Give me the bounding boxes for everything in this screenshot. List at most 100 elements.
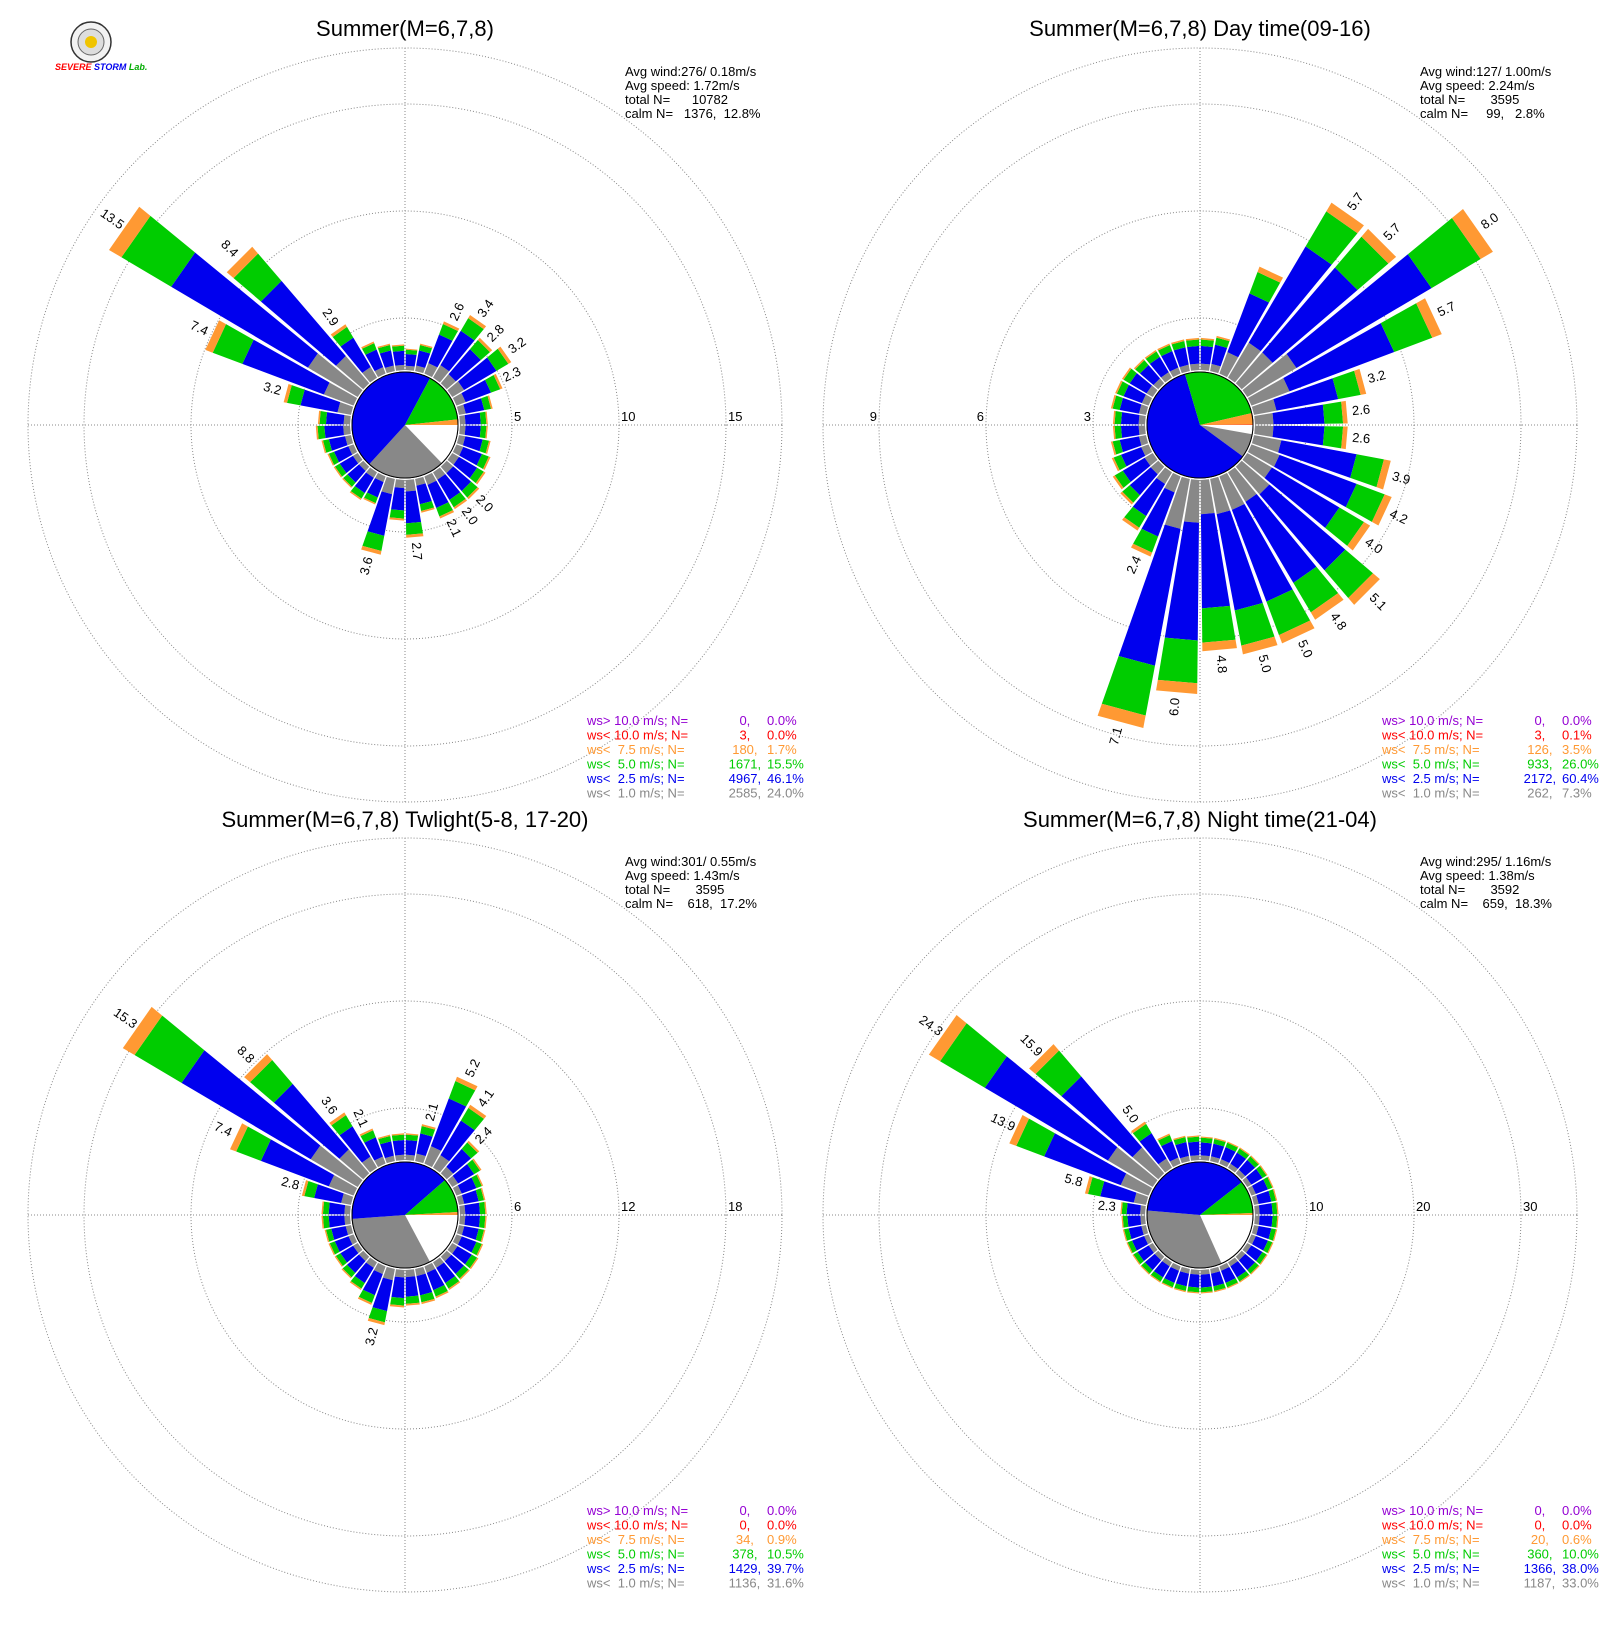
petal-segment	[459, 426, 465, 435]
legend-percent: 39.7%	[767, 1561, 804, 1576]
legend-label: ws< 2.5 m/s; N=	[1381, 1561, 1480, 1576]
petal-label: 2.8	[280, 1174, 301, 1193]
legend-percent: 0.6%	[1562, 1532, 1592, 1547]
petal-segment	[1254, 426, 1273, 437]
petal-segment	[395, 1269, 405, 1277]
legend-label: ws< 10.0 m/s; N=	[586, 1518, 688, 1533]
legend-count: 1187,	[1520, 1576, 1555, 1591]
legend-label: ws< 2.5 m/s; N=	[586, 771, 685, 786]
legend-entry: ws< 2.5 m/s; N= 2172,60.4%	[1381, 771, 1599, 786]
stats-line: calm N= 618, 17.2%	[625, 896, 757, 911]
petal-label: 13.9	[988, 1110, 1017, 1134]
legend-entry: ws< 7.5 m/s; N= 180,1.7%	[586, 742, 797, 757]
legend-label: ws< 1.0 m/s; N=	[1381, 786, 1480, 801]
legend-count: 34,	[725, 1532, 754, 1547]
petal-label: 2.0	[459, 504, 482, 527]
stats-line: Avg wind:127/ 1.00m/s	[1420, 64, 1552, 79]
petal-segment	[480, 412, 487, 425]
petal-segment	[1121, 426, 1139, 438]
petal-segment	[459, 415, 465, 424]
petal-segment	[391, 1277, 404, 1298]
legend-percent: 0.0%	[767, 713, 797, 728]
legend-count: 262,	[1520, 786, 1553, 801]
petal-segment	[1201, 364, 1210, 371]
petal-segment	[1187, 346, 1199, 364]
legend-label: ws< 7.5 m/s; N=	[586, 1532, 685, 1547]
petal-label: 4.1	[474, 1086, 497, 1109]
petal-segment	[391, 487, 404, 510]
ring-label: 5	[514, 409, 521, 424]
petal-segment	[1201, 340, 1214, 347]
legend-entry: ws< 7.5 m/s; N= 126,3.5%	[1381, 742, 1592, 757]
petal-segment	[1202, 606, 1236, 643]
petal-label: 13.5	[98, 205, 127, 232]
petal-segment	[324, 426, 344, 439]
petal-segment	[323, 1216, 330, 1229]
petal	[406, 349, 418, 371]
legend-label: ws< 2.5 m/s; N=	[1381, 771, 1480, 786]
stats-line: calm N= 99, 2.8%	[1420, 106, 1545, 121]
petal-segment	[406, 366, 415, 371]
petal-segment	[323, 1202, 330, 1215]
petal-segment	[406, 479, 416, 491]
petal-label: 2.8	[484, 321, 507, 344]
legend-entry: ws> 10.0 m/s; N= 0,0.0%	[586, 713, 797, 728]
legend-count: 3,	[725, 728, 750, 743]
petal-label: 2.1	[422, 1101, 441, 1122]
petal-label: 5.7	[1344, 190, 1367, 213]
legend-count: 0,	[725, 1518, 750, 1533]
petal-segment	[406, 1276, 419, 1296]
petal-segment	[1190, 364, 1199, 371]
legend-count: 180,	[725, 742, 758, 757]
petal-segment	[459, 1216, 465, 1225]
legend-label: ws< 5.0 m/s; N=	[586, 757, 685, 772]
petal-segment	[329, 1203, 346, 1215]
legend-count: 126,	[1520, 742, 1553, 757]
legend-count: 1671,	[725, 757, 761, 772]
legend-label: ws> 10.0 m/s; N=	[1381, 713, 1483, 728]
petal-label: 7.4	[212, 1118, 235, 1139]
stats-line: Avg speed: 1.43m/s	[625, 868, 740, 883]
severe-storm-lab-logo: SEVERE STORM Lab.	[55, 20, 145, 82]
petal-segment	[326, 412, 344, 424]
legend-percent: 0.0%	[767, 1518, 797, 1533]
petal-segment	[1323, 402, 1343, 424]
logo-text-top: SEVERE	[55, 62, 92, 72]
legend-percent: 0.0%	[767, 1503, 797, 1518]
chart-title: Summer(M=6,7,8)	[316, 16, 494, 41]
petal-segment	[459, 1205, 465, 1214]
legend-percent: 15.5%	[767, 757, 804, 772]
ring-label: 3	[1084, 409, 1091, 424]
chart-title: Summer(M=6,7,8) Night time(21-04)	[1023, 807, 1377, 832]
petal-label: 5.7	[1380, 220, 1403, 243]
ring-label: 18	[728, 1199, 742, 1214]
legend-count: 0,	[1520, 1518, 1545, 1533]
petal-label: 4.8	[1327, 609, 1350, 632]
petal-segment	[465, 426, 481, 438]
petal-label: 2.6	[1351, 402, 1370, 419]
petal-segment	[406, 1140, 418, 1156]
stats-line: Avg speed: 2.24m/s	[1420, 78, 1535, 93]
petal-segment	[465, 1216, 481, 1228]
petal-label: 8.8	[234, 1043, 257, 1066]
logo-text-lab: Lab.	[129, 62, 148, 72]
petal-segment	[320, 411, 327, 424]
legend-label: ws< 10.0 m/s; N=	[1381, 1518, 1483, 1533]
ring-label: 10	[1309, 1199, 1323, 1214]
stats-line: Avg speed: 1.72m/s	[625, 78, 740, 93]
petal-label: 2.1	[350, 1107, 371, 1130]
ring-label: 30	[1523, 1199, 1537, 1214]
petal-label: 4.2	[1387, 506, 1410, 527]
petal-segment	[344, 1205, 350, 1214]
petal-segment	[406, 1155, 415, 1161]
legend-entry: ws> 10.0 m/s; N= 0,0.0%	[1381, 1503, 1592, 1518]
petal-label: 8.4	[218, 237, 241, 260]
legend-count: 0,	[725, 713, 750, 728]
petal-segment	[1254, 1205, 1259, 1214]
stats-line: calm N= 1376, 12.8%	[625, 106, 761, 121]
petal-label: 7.4	[188, 317, 211, 338]
legend-entry: ws< 10.0 m/s; N= 0, 0.0%	[586, 1518, 797, 1533]
petal-label: 2.4	[1123, 553, 1144, 576]
ring-label: 9	[870, 409, 877, 424]
legend-label: ws< 5.0 m/s; N=	[1381, 757, 1480, 772]
